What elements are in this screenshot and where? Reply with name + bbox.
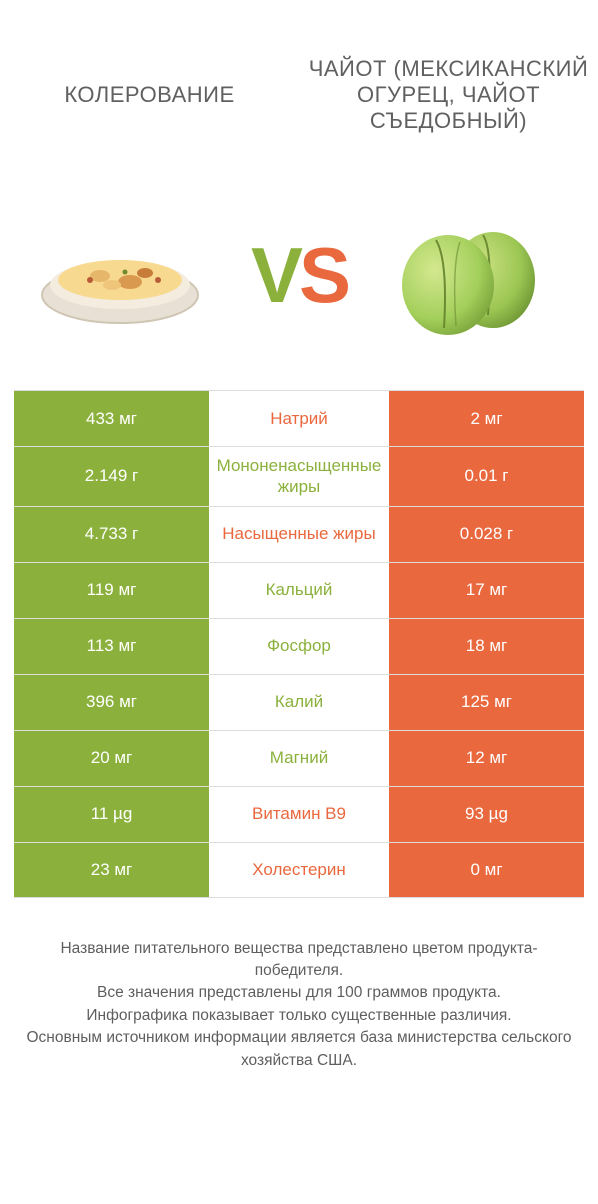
- value-left: 20 мг: [14, 731, 209, 786]
- nutrient-label: Холестерин: [209, 843, 389, 897]
- value-left: 2.149 г: [14, 447, 209, 506]
- value-right: 93 µg: [389, 787, 584, 842]
- value-right: 125 мг: [389, 675, 584, 730]
- table-row: 23 мгХолестерин0 мг: [14, 842, 584, 898]
- header: КОЛЕРОВАНИЕ ЧАЙОТ (МЕКСИКАНСКИЙ ОГУРЕЦ, …: [0, 0, 598, 190]
- footer-line: Название питательного вещества представл…: [24, 938, 574, 983]
- nutrient-label: Насыщенные жиры: [209, 507, 389, 562]
- nutrient-label: Калий: [209, 675, 389, 730]
- table-row: 20 мгМагний12 мг: [14, 730, 584, 786]
- value-right: 17 мг: [389, 563, 584, 618]
- nutrient-label: Фосфор: [209, 619, 389, 674]
- food-image-right: [388, 210, 568, 340]
- table-row: 2.149 гМононенасыщенные жиры0.01 г: [14, 446, 584, 506]
- footer-line: Все значения представлены для 100 граммо…: [24, 982, 574, 1004]
- food-image-left: [30, 210, 210, 340]
- nutrient-label: Витамин B9: [209, 787, 389, 842]
- value-right: 2 мг: [389, 391, 584, 446]
- nutrient-label: Мононенасыщенные жиры: [209, 447, 389, 506]
- header-left-title: КОЛЕРОВАНИЕ: [0, 82, 299, 108]
- header-right-title: ЧАЙОТ (МЕКСИКАНСКИЙ ОГУРЕЦ, ЧАЙОТ СЪЕДОБ…: [299, 56, 598, 134]
- vs-v: V: [251, 230, 299, 321]
- table-row: 4.733 гНасыщенные жиры0.028 г: [14, 506, 584, 562]
- value-left: 119 мг: [14, 563, 209, 618]
- images-row: VS: [0, 190, 598, 360]
- value-right: 12 мг: [389, 731, 584, 786]
- value-left: 4.733 г: [14, 507, 209, 562]
- table-row: 113 мгФосфор18 мг: [14, 618, 584, 674]
- vs-label: VS: [251, 230, 347, 321]
- value-left: 396 мг: [14, 675, 209, 730]
- footer: Название питательного вещества представл…: [0, 898, 598, 1073]
- value-left: 11 µg: [14, 787, 209, 842]
- footer-line: Основным источником информации является …: [24, 1027, 574, 1072]
- table-row: 119 мгКальций17 мг: [14, 562, 584, 618]
- value-left: 113 мг: [14, 619, 209, 674]
- vs-s: S: [299, 230, 347, 321]
- table-row: 433 мгНатрий2 мг: [14, 390, 584, 446]
- nutrient-label: Кальций: [209, 563, 389, 618]
- value-right: 0 мг: [389, 843, 584, 897]
- value-right: 0.028 г: [389, 507, 584, 562]
- value-right: 0.01 г: [389, 447, 584, 506]
- value-left: 433 мг: [14, 391, 209, 446]
- value-left: 23 мг: [14, 843, 209, 897]
- table-row: 11 µgВитамин B993 µg: [14, 786, 584, 842]
- comparison-table: 433 мгНатрий2 мг2.149 гМононенасыщенные …: [0, 360, 598, 898]
- table-row: 396 мгКалий125 мг: [14, 674, 584, 730]
- value-right: 18 мг: [389, 619, 584, 674]
- nutrient-label: Магний: [209, 731, 389, 786]
- nutrient-label: Натрий: [209, 391, 389, 446]
- footer-line: Инфографика показывает только существенн…: [24, 1005, 574, 1027]
